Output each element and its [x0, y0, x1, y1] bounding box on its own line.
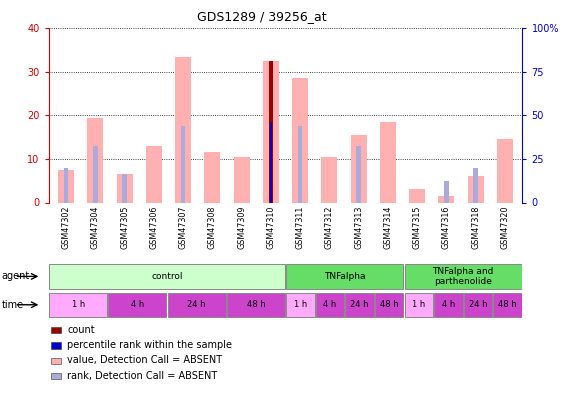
Text: GSM47311: GSM47311 — [296, 205, 304, 249]
Bar — [316, 293, 344, 317]
Text: 48 h: 48 h — [498, 300, 517, 309]
Bar — [93, 146, 98, 202]
Text: value, Detection Call = ABSENT: value, Detection Call = ABSENT — [67, 356, 223, 365]
Bar — [321, 157, 337, 202]
Text: TNFalpha: TNFalpha — [324, 272, 365, 281]
Text: 1 h: 1 h — [293, 300, 307, 309]
Bar — [298, 126, 303, 202]
Bar — [168, 293, 226, 317]
Text: GSM47316: GSM47316 — [442, 205, 451, 249]
Bar — [181, 126, 186, 202]
Bar — [122, 174, 127, 202]
Text: 4 h: 4 h — [323, 300, 336, 309]
Bar — [58, 170, 74, 202]
Text: 24 h: 24 h — [350, 300, 369, 309]
Bar — [49, 293, 107, 317]
Bar — [116, 174, 132, 202]
Bar — [108, 293, 166, 317]
Text: GSM47314: GSM47314 — [383, 205, 392, 249]
Text: percentile rank within the sample: percentile rank within the sample — [67, 340, 232, 350]
Bar — [473, 168, 478, 202]
Bar — [268, 122, 273, 202]
Bar — [204, 152, 220, 202]
Bar — [468, 177, 484, 202]
Bar — [87, 117, 103, 202]
Text: GSM47305: GSM47305 — [120, 205, 129, 249]
Bar — [146, 146, 162, 202]
Bar — [351, 135, 367, 202]
Text: count: count — [67, 325, 95, 335]
Bar — [227, 293, 285, 317]
Text: 4 h: 4 h — [442, 300, 455, 309]
Text: GSM47315: GSM47315 — [413, 205, 421, 249]
Text: agent: agent — [2, 271, 30, 281]
Bar — [405, 264, 522, 288]
Text: time: time — [2, 300, 24, 310]
Text: GSM47307: GSM47307 — [179, 205, 188, 249]
Text: 48 h: 48 h — [380, 300, 399, 309]
Bar — [497, 139, 513, 202]
Text: GSM47308: GSM47308 — [208, 205, 217, 249]
Text: rank, Detection Call = ABSENT: rank, Detection Call = ABSENT — [67, 371, 218, 381]
Text: 4 h: 4 h — [131, 300, 144, 309]
Bar — [375, 293, 403, 317]
Bar — [409, 190, 425, 202]
Bar — [345, 293, 374, 317]
Bar — [263, 61, 279, 202]
Bar — [439, 196, 455, 202]
Text: GSM47320: GSM47320 — [500, 205, 509, 249]
Bar — [444, 181, 449, 202]
Text: 24 h: 24 h — [469, 300, 487, 309]
Text: GSM47318: GSM47318 — [471, 205, 480, 249]
Bar — [49, 264, 285, 288]
Bar — [175, 57, 191, 202]
Text: 1 h: 1 h — [412, 300, 425, 309]
Text: GSM47309: GSM47309 — [237, 205, 246, 249]
Bar — [292, 79, 308, 202]
Text: TNFalpha and
parthenolide: TNFalpha and parthenolide — [433, 267, 494, 286]
Bar — [286, 293, 315, 317]
Text: control: control — [151, 272, 183, 281]
Text: 1 h: 1 h — [71, 300, 85, 309]
Text: GSM47313: GSM47313 — [354, 205, 363, 249]
Text: 24 h: 24 h — [187, 300, 206, 309]
Bar — [286, 264, 403, 288]
Bar — [464, 293, 492, 317]
Bar — [493, 293, 522, 317]
Bar — [434, 293, 463, 317]
Bar — [356, 146, 361, 202]
Text: 48 h: 48 h — [247, 300, 265, 309]
Bar — [380, 122, 396, 202]
Bar — [269, 61, 272, 202]
Bar — [270, 122, 272, 202]
Bar — [405, 293, 433, 317]
Text: GDS1289 / 39256_at: GDS1289 / 39256_at — [197, 10, 327, 23]
Text: GSM47306: GSM47306 — [150, 205, 158, 249]
Text: GSM47302: GSM47302 — [62, 205, 71, 249]
Text: GSM47304: GSM47304 — [91, 205, 100, 249]
Bar — [64, 168, 69, 202]
Text: GSM47312: GSM47312 — [325, 205, 334, 249]
Bar — [234, 157, 250, 202]
Text: GSM47310: GSM47310 — [267, 205, 275, 249]
